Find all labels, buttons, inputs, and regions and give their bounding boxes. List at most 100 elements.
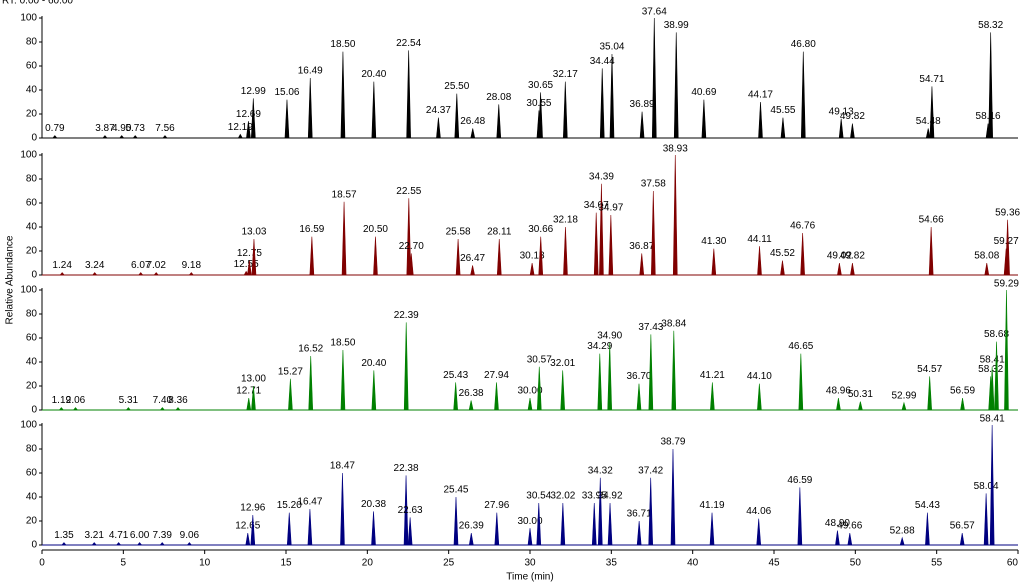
- peak-label: 50.31: [848, 389, 873, 400]
- peak: [599, 68, 605, 139]
- peak-label: 38.84: [661, 318, 686, 329]
- peak: [527, 528, 533, 546]
- y-tick-label: 20: [26, 109, 38, 120]
- peak: [780, 117, 786, 139]
- peak-label: 58.08: [974, 251, 999, 262]
- peak: [119, 135, 125, 139]
- peak-label: 46.76: [790, 221, 815, 232]
- peak: [850, 262, 855, 276]
- peak: [494, 382, 499, 411]
- peak-label: 6.00: [130, 530, 150, 541]
- peak: [455, 238, 461, 276]
- peak-label: 37.43: [638, 322, 663, 333]
- peak: [960, 397, 965, 411]
- peak-label: 13.03: [241, 227, 266, 238]
- peak-label: 34.92: [598, 491, 623, 502]
- peak: [52, 135, 58, 139]
- peak-label: 36.89: [630, 99, 655, 110]
- peak: [58, 407, 64, 411]
- peak-label: 7.56: [155, 123, 175, 134]
- peak: [929, 86, 935, 139]
- y-tick-label: 40: [26, 357, 38, 368]
- peak-label: 49.82: [840, 251, 865, 262]
- peak: [899, 536, 905, 546]
- peak: [286, 512, 292, 546]
- peak-label: 20.50: [363, 224, 388, 235]
- peak: [780, 260, 785, 276]
- peak: [835, 530, 840, 546]
- peak: [307, 508, 313, 546]
- peak-label: 34.07: [584, 200, 609, 211]
- peak: [836, 397, 841, 411]
- x-tick-label: 40: [687, 558, 699, 569]
- peak-label: 8.36: [168, 395, 188, 406]
- peak-label: 54.48: [916, 116, 941, 127]
- peak: [591, 502, 597, 546]
- peak-label: 30.65: [528, 80, 553, 91]
- peak: [609, 53, 615, 139]
- peak: [711, 248, 717, 276]
- peak: [650, 190, 656, 276]
- peak-label: 20.38: [361, 499, 386, 510]
- peak-label: 9.06: [180, 530, 200, 541]
- peak-label: 13.00: [241, 374, 266, 385]
- peak: [800, 232, 805, 276]
- peak-label: 37.42: [638, 465, 663, 476]
- peak: [371, 511, 376, 546]
- peak-label: 45.52: [770, 248, 795, 259]
- peak: [340, 472, 345, 546]
- peak: [757, 246, 762, 276]
- peak: [562, 81, 568, 139]
- x-tick-label: 50: [850, 558, 862, 569]
- peak: [538, 92, 543, 139]
- peak-label: 46.65: [788, 341, 813, 352]
- peak-label: 52.99: [891, 390, 916, 401]
- y-tick-label: 20: [26, 516, 38, 527]
- peak: [597, 353, 603, 411]
- y-tick-label: 40: [26, 222, 38, 233]
- peak: [639, 253, 645, 276]
- peak: [72, 407, 79, 411]
- y-tick-label: 100: [20, 150, 37, 161]
- peak-label: 22.70: [399, 241, 424, 252]
- peak: [672, 154, 678, 276]
- peak: [61, 542, 67, 546]
- peak-label: 37.64: [642, 7, 667, 18]
- peak-label: 7.02: [146, 260, 166, 271]
- y-tick-label: 60: [26, 198, 38, 209]
- x-axis-label: Time (min): [506, 572, 553, 583]
- peak-label: 49.13: [829, 106, 854, 117]
- peak-label: 58.68: [984, 329, 1009, 340]
- peak: [92, 272, 98, 276]
- peak-label: 3.24: [85, 260, 105, 271]
- peak: [403, 322, 409, 411]
- peak-label: 49.82: [840, 111, 865, 122]
- peak-label: 30.13: [520, 251, 545, 262]
- peak: [758, 101, 763, 139]
- peak-label: 9.18: [182, 260, 202, 271]
- peak: [959, 532, 965, 546]
- peak-label: 46.59: [787, 475, 812, 486]
- peak-label: 15.06: [274, 87, 299, 98]
- peak-label: 56.57: [950, 521, 975, 532]
- peak: [599, 183, 604, 276]
- peak: [538, 236, 544, 276]
- y-tick-label: 80: [26, 309, 38, 320]
- peak: [673, 32, 679, 139]
- peak: [159, 542, 165, 546]
- peak: [984, 262, 990, 276]
- peak: [341, 201, 347, 276]
- peak: [284, 99, 290, 139]
- peak: [136, 542, 143, 546]
- peak: [340, 349, 346, 411]
- peak-label: 44.17: [748, 90, 773, 101]
- peak: [115, 542, 122, 546]
- x-tick-label: 55: [931, 558, 943, 569]
- peak: [371, 370, 377, 411]
- peak-label: 58.41: [980, 354, 1005, 365]
- peak-label: 18.50: [330, 338, 355, 349]
- peak: [243, 270, 249, 276]
- peak-label: 5.73: [125, 123, 145, 134]
- peak-label: 38.93: [663, 144, 688, 155]
